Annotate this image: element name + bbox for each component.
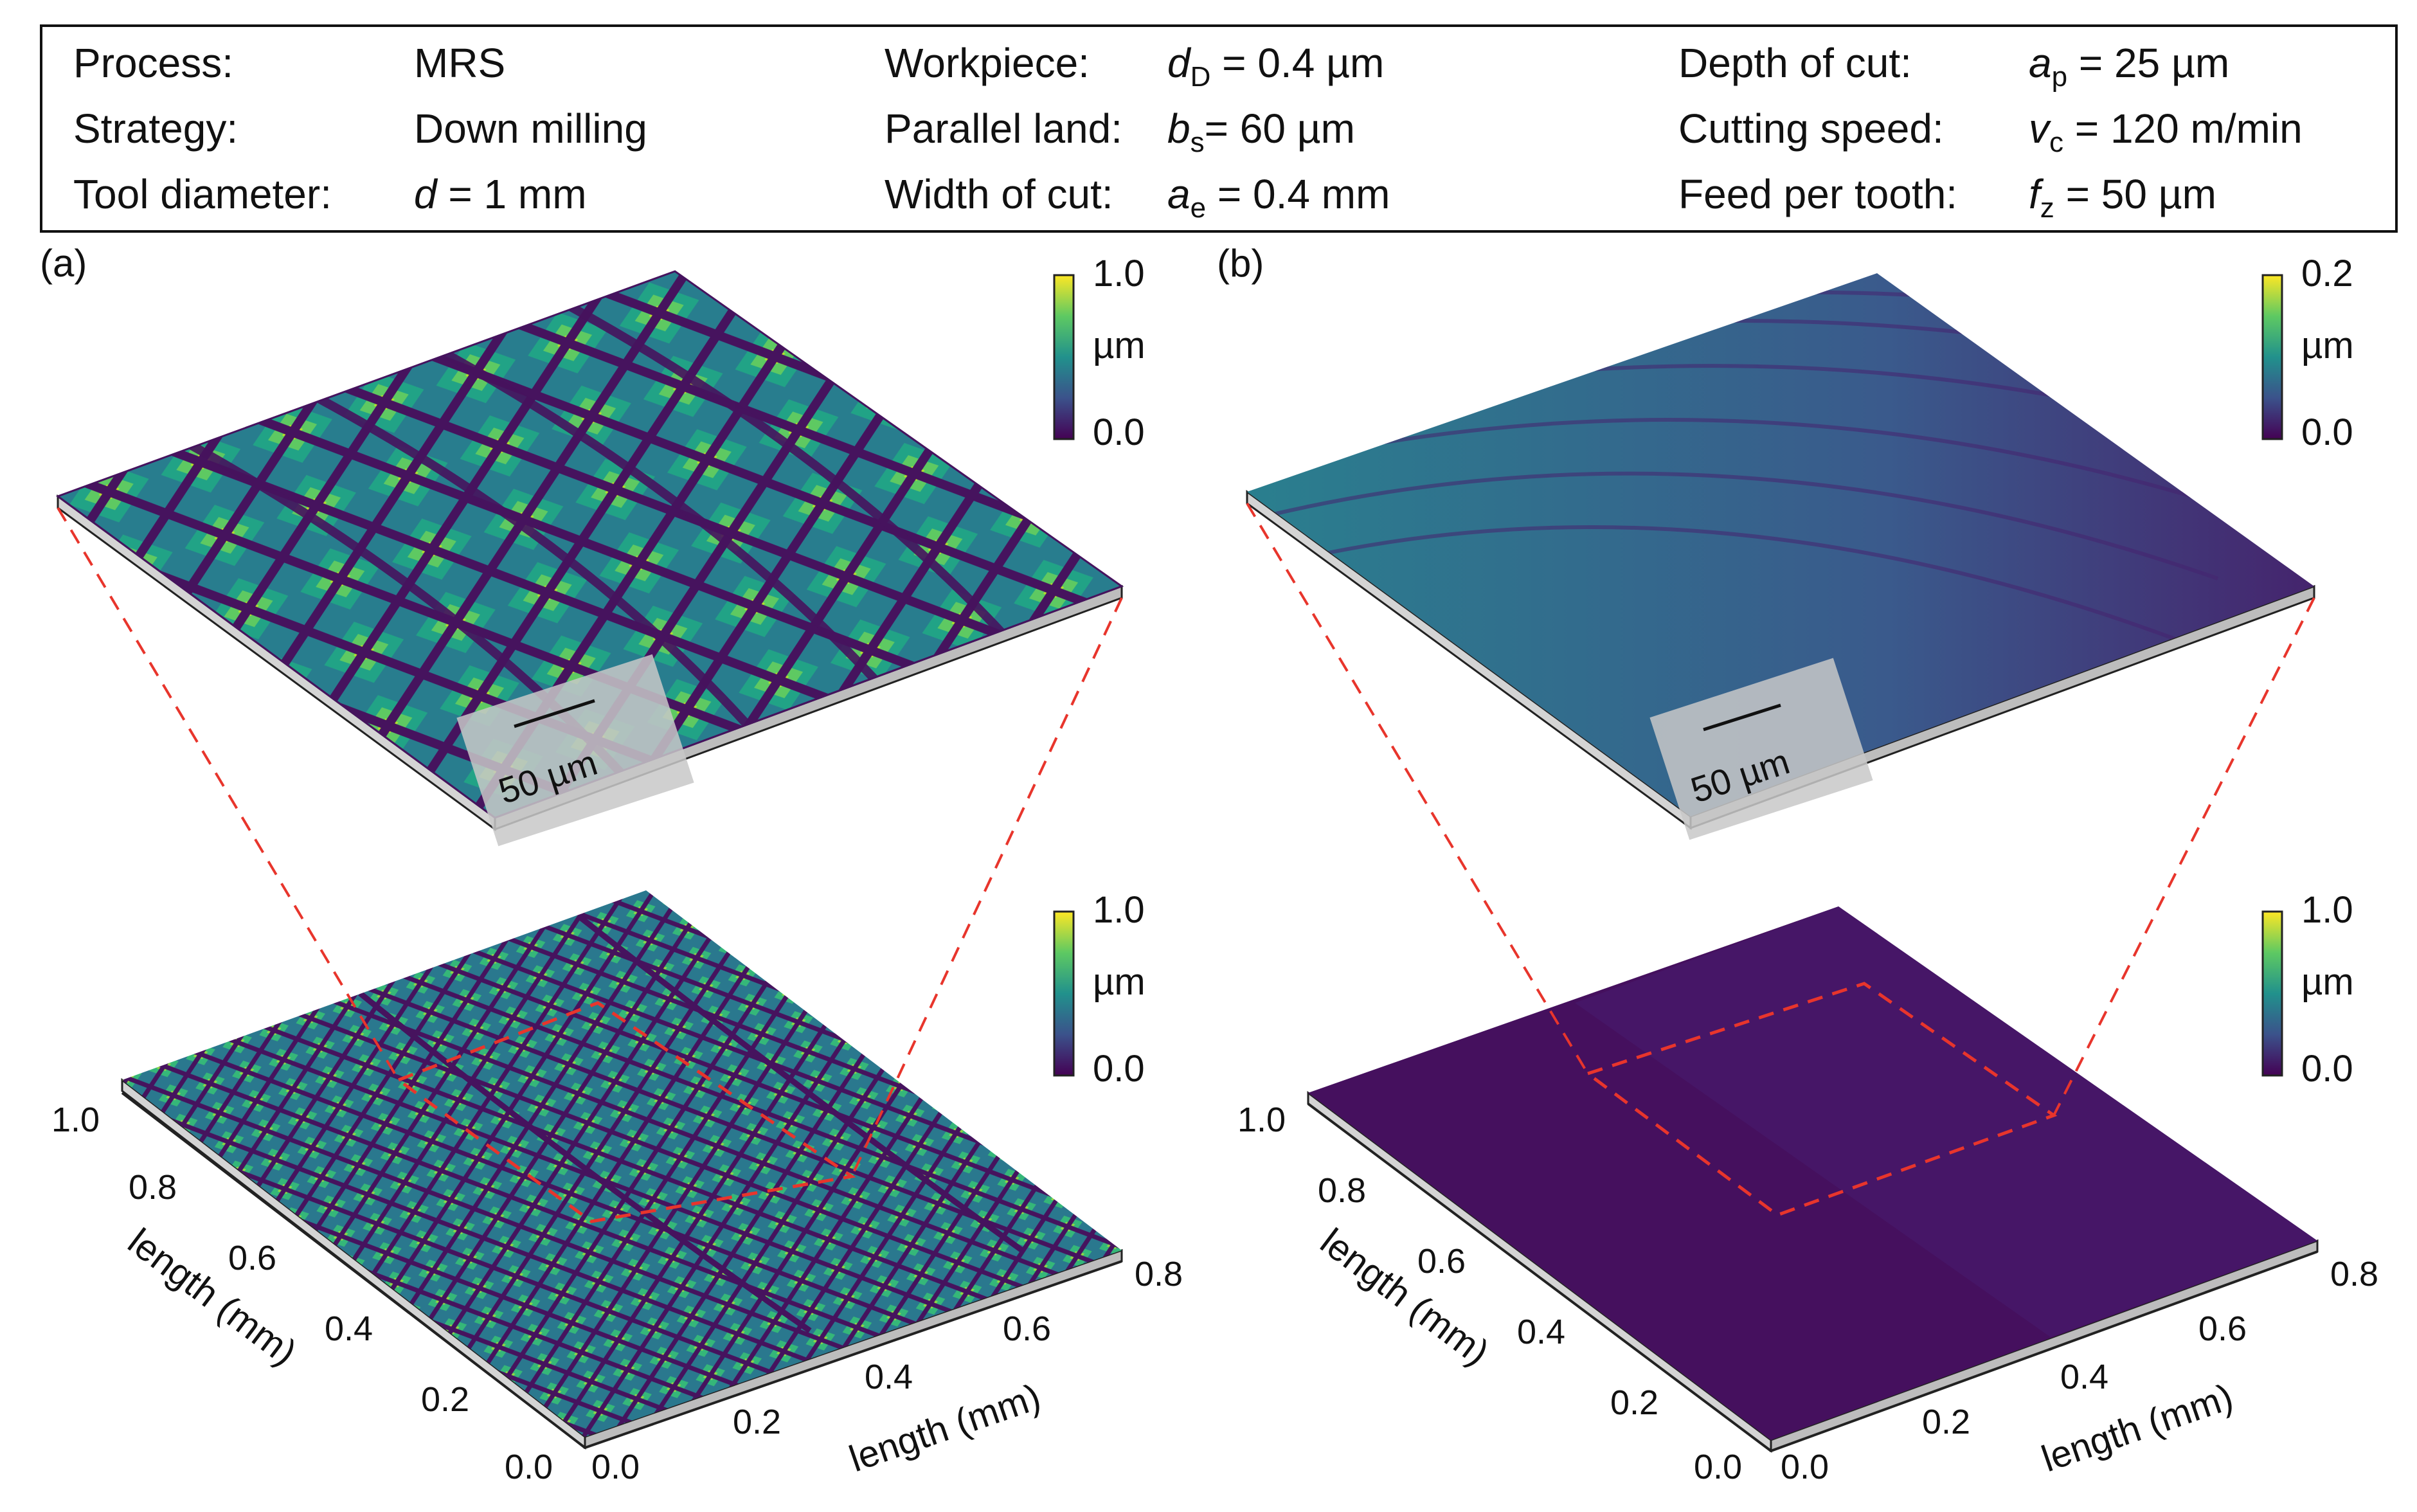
colorbar-b-top-unit: µm: [2301, 325, 2354, 366]
colorbar-a-top-min: 0.0: [1093, 411, 1145, 453]
param-value: d = 1 mm: [414, 171, 587, 217]
right-tick: 0.6: [2198, 1310, 2247, 1348]
param-label: Depth of cut:: [1678, 40, 1912, 86]
param-label: Feed per tooth:: [1678, 171, 1958, 217]
left-tick: 0.8: [1318, 1171, 1366, 1210]
colorbar-a-bottom-unit: µm: [1093, 961, 1146, 1003]
left-tick: 0.2: [421, 1380, 469, 1419]
left-tick: 0.0: [505, 1448, 553, 1486]
param-row: Strategy: Down milling Parallel land: bs…: [42, 96, 2395, 161]
colorbar-a-bottom-min: 0.0: [1093, 1048, 1145, 1090]
colorbar-a-bottom: 1.0 µm 0.0: [1053, 889, 1146, 1090]
param-value: ap = 25 µm: [2029, 40, 2230, 93]
param-label: Width of cut:: [885, 171, 1113, 217]
axis-label-left-b: length (mm): [1313, 1220, 1496, 1373]
param-label: Workpiece:: [885, 40, 1090, 86]
param-value: bs= 60 µm: [1167, 105, 1355, 158]
colorbar-b-bottom-unit: µm: [2301, 961, 2354, 1003]
colorbar-a-bottom-max: 1.0: [1093, 889, 1145, 931]
param-label: Tool diameter:: [73, 171, 332, 217]
right-tick: 0.4: [865, 1358, 913, 1396]
param-row: Process: MRS Workpiece: dD = 0.4 µm Dept…: [42, 31, 2395, 95]
colorbar-b-bottom: 1.0 µm 0.0: [2261, 889, 2354, 1090]
left-tick: 0.4: [1517, 1313, 1565, 1351]
surface-b-bottom: [1307, 906, 2319, 1453]
right-tick: 0.6: [1003, 1310, 1051, 1348]
colorbar-b-bottom-min: 0.0: [2301, 1048, 2353, 1090]
panel-label-b: (b): [1217, 242, 1264, 285]
right-tick: 0.8: [2330, 1255, 2378, 1293]
right-tick: 0.2: [733, 1403, 781, 1441]
left-tick: 0.4: [325, 1310, 373, 1348]
left-tick: 1.0: [51, 1101, 100, 1139]
left-tick: 0.8: [129, 1168, 177, 1207]
colorbar-b-top: 0.2 µm 0.0: [2261, 253, 2354, 453]
param-value: fz = 50 µm: [2029, 171, 2216, 224]
param-value: MRS: [414, 40, 506, 86]
left-tick: 0.6: [228, 1239, 276, 1277]
colorbar-b-top-min: 0.0: [2301, 411, 2353, 453]
param-label: Cutting speed:: [1678, 105, 1944, 152]
panel-label-a: (a): [40, 242, 87, 285]
param-label: Strategy:: [73, 105, 238, 152]
left-tick: 1.0: [1237, 1101, 1286, 1139]
surface-b-top: 50 µm: [1246, 273, 2315, 840]
right-tick: 0.8: [1135, 1255, 1183, 1293]
param-row: Tool diameter: d = 1 mm Width of cut: ae…: [42, 162, 2395, 226]
right-tick: 0.2: [1922, 1403, 1970, 1441]
right-tick: 0.4: [2060, 1358, 2108, 1396]
param-label: Parallel land:: [885, 105, 1122, 152]
param-value: ae = 0.4 mm: [1167, 171, 1390, 224]
colorbar-a-top-unit: µm: [1093, 325, 1146, 366]
colorbar-a-top-max: 1.0: [1093, 253, 1145, 294]
zoom-connectors: [57, 502, 2315, 1177]
axis-label-left-a: length (mm): [120, 1220, 304, 1373]
param-value: dD = 0.4 µm: [1167, 40, 1385, 93]
colorbar-b-bottom-max: 1.0: [2301, 889, 2353, 931]
surface-a-top: 50 µm: [55, 270, 1124, 847]
parameter-table: Process: MRS Workpiece: dD = 0.4 µm Dept…: [40, 24, 2398, 233]
param-value: vc = 120 m/min: [2029, 105, 2303, 158]
param-value: Down milling: [414, 105, 647, 152]
surface-a-bottom: [121, 890, 1123, 1450]
colorbar-a-top: 1.0 µm 0.0: [1053, 253, 1146, 453]
right-tick: 0.0: [1781, 1448, 1829, 1486]
left-tick: 0.6: [1417, 1242, 1466, 1281]
left-tick: 0.0: [1694, 1448, 1742, 1486]
param-label: Process:: [73, 40, 233, 86]
colorbar-b-top-max: 0.2: [2301, 253, 2353, 294]
left-tick: 0.2: [1610, 1383, 1658, 1422]
right-tick: 0.0: [591, 1448, 640, 1486]
